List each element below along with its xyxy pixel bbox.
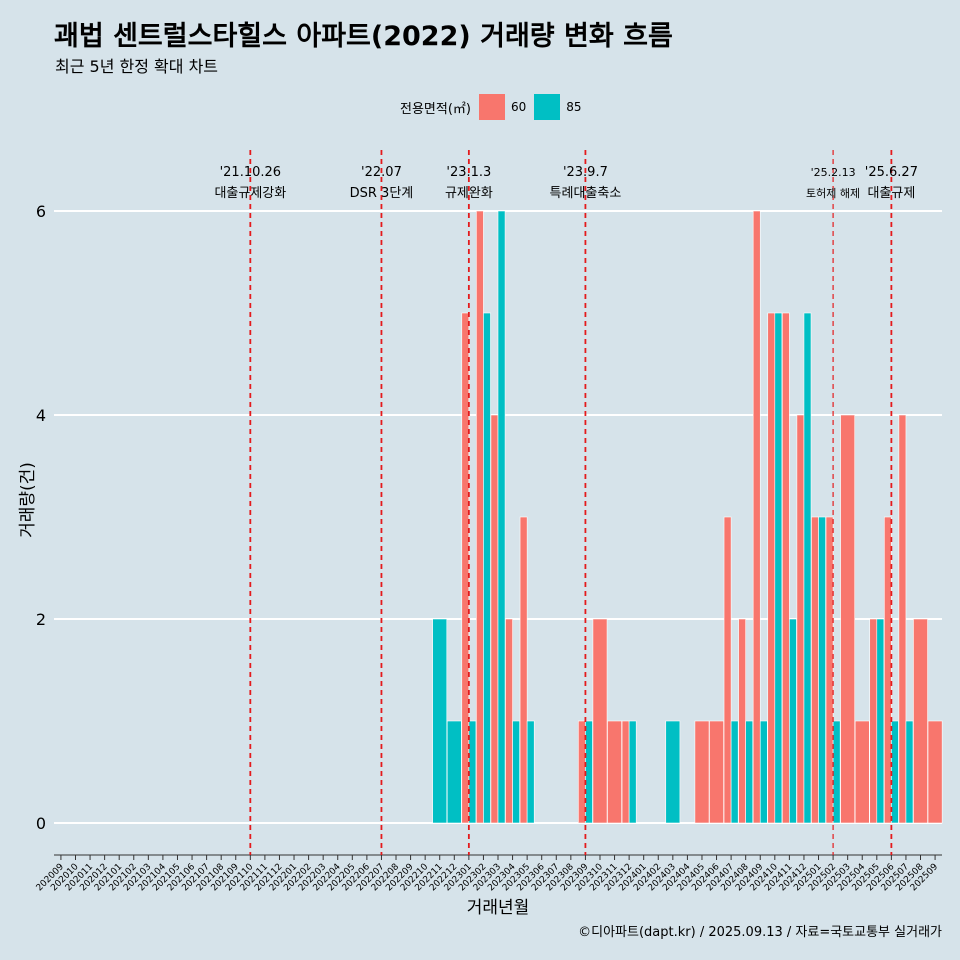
y-tick-label: 6 [36, 202, 46, 221]
bar-60-202412 [796, 414, 805, 824]
bar-85-202309 [585, 720, 593, 824]
bar-60-202405 [694, 720, 710, 824]
bar-60-202303 [490, 414, 499, 824]
event-label: DSR 3단계 [350, 186, 414, 201]
bar-60-202410 [767, 312, 776, 824]
event-date: '21.10.26 [220, 165, 281, 180]
legend-swatch-85 [534, 94, 561, 120]
y-tick-label: 0 [36, 814, 46, 833]
event-label: 규제완화 [445, 186, 493, 201]
bar-85-202301 [468, 720, 477, 824]
bar-85-202501 [818, 516, 826, 824]
y-tick-label: 2 [36, 610, 46, 629]
event-date: '25.6.27 [865, 165, 918, 180]
bar-60-202501 [811, 516, 819, 824]
bar-85-202410 [774, 312, 783, 824]
bar-85-202403 [665, 720, 681, 824]
bar-85-202411 [789, 618, 797, 824]
bar-60-202304 [505, 618, 513, 824]
event-date: '23.9.7 [563, 165, 608, 180]
bar-85-202409 [759, 720, 768, 824]
bar-60-202311 [607, 720, 622, 824]
chart-subtitle: 최근 5년 한정 확대 차트 [55, 57, 219, 76]
bar-85-202408 [745, 720, 754, 824]
legend-item-85: 85 [534, 94, 582, 120]
event-date: '22.07 [361, 165, 402, 180]
bar-85-202407 [730, 720, 739, 824]
bar-85-202212 [446, 720, 462, 824]
legend-label-85: 85 [566, 100, 582, 114]
bar-60-202408 [738, 618, 746, 824]
bar-85-202304 [512, 720, 520, 824]
bar-85-202412 [803, 312, 812, 824]
bar-60-202503 [840, 414, 856, 824]
bar-85-202302 [483, 312, 491, 824]
event-date: '23.1.3 [446, 165, 491, 180]
bar-85-202505 [876, 618, 885, 824]
bar-60-202509 [927, 720, 943, 824]
bar-85-202305 [526, 720, 535, 824]
bar-85-202502 [832, 720, 841, 824]
event-label: 대출규제 [867, 186, 915, 201]
bar-60-202411 [782, 312, 790, 824]
legend-item-60: 60 [478, 94, 527, 120]
caption: ©디아파트(dapt.kr) / 2025.09.13 / 자료=국토교통부 실… [578, 925, 942, 940]
bar-60-202312 [621, 720, 630, 824]
bar-60-202505 [869, 618, 878, 824]
bar-60-202406 [709, 720, 724, 824]
bar-60-202309 [578, 720, 586, 824]
legend-title: 전용면적(㎡) [400, 101, 471, 117]
bar-60-202310 [592, 618, 608, 824]
bar-60-202506 [884, 516, 892, 824]
bar-60-202504 [854, 720, 870, 824]
bar-60-202508 [913, 618, 928, 824]
bar-60-202302 [476, 210, 484, 824]
chart-title: 괘법 센트럴스타힐스 아파트(2022) 거래량 변화 흐름 [54, 21, 673, 52]
legend: 전용면적(㎡) 60 85 [400, 93, 590, 121]
bar-60-202502 [825, 516, 834, 824]
bar-85-202303 [497, 210, 506, 824]
event-label: 토허제 해제 [806, 186, 860, 200]
bar-60-202301 [461, 312, 470, 824]
bar-60-202407 [723, 516, 732, 824]
bar-85-202312 [628, 720, 637, 824]
bar-85-202506 [891, 720, 899, 824]
bar-60-202305 [519, 516, 528, 824]
bar-60-202507 [898, 414, 907, 824]
x-axis-title: 거래년월 [467, 898, 530, 918]
legend-swatch-60 [478, 94, 505, 120]
bar-85-202211 [432, 618, 448, 824]
event-label: 특례대출축소 [550, 186, 622, 201]
y-tick-label: 4 [36, 406, 46, 425]
bar-60-202409 [752, 210, 761, 824]
bar-85-202507 [905, 720, 914, 824]
event-label: 대출규제강화 [214, 186, 286, 201]
legend-label-60: 60 [510, 100, 527, 114]
y-axis-title: 거래량(건) [18, 462, 38, 538]
event-date: '25.2.13 [811, 166, 856, 179]
